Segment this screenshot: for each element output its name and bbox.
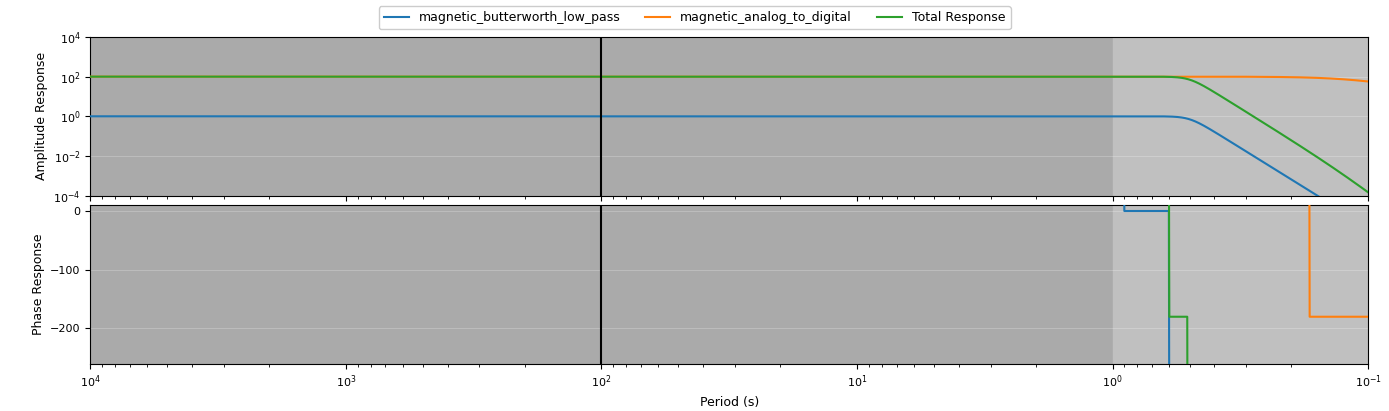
- Y-axis label: Phase Response: Phase Response: [32, 234, 44, 335]
- Y-axis label: Amplitude Response: Amplitude Response: [35, 52, 47, 180]
- X-axis label: Period (s): Period (s): [700, 396, 758, 409]
- Bar: [1113, 205, 1379, 364]
- Bar: [1113, 37, 1379, 196]
- Legend: magnetic_butterworth_low_pass, magnetic_analog_to_digital, Total Response: magnetic_butterworth_low_pass, magnetic_…: [378, 6, 1011, 29]
